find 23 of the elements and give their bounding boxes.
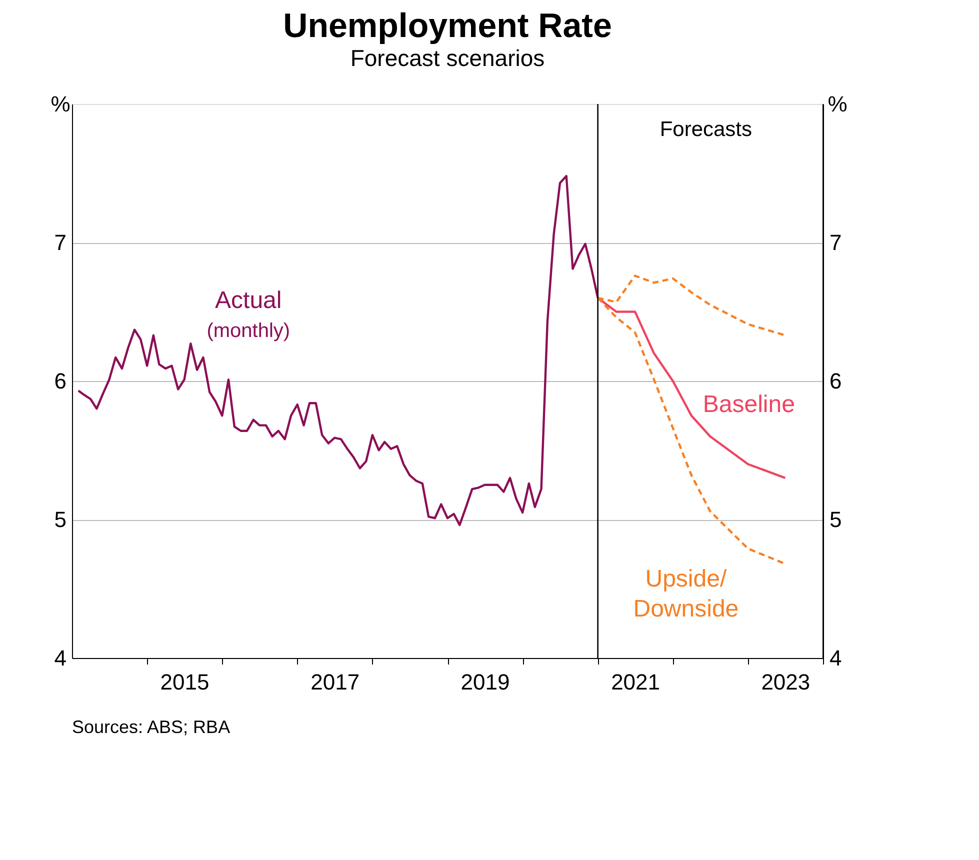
y2-tick-label: 7	[830, 230, 842, 255]
x-tick-label: 2019	[460, 670, 510, 694]
y2-axis-title: %	[828, 92, 848, 116]
chart-subtitle: Forecast scenarios	[350, 45, 545, 71]
x-tick-label: 2017	[310, 670, 360, 694]
y-axis-title: %	[50, 92, 70, 116]
x-tick-label: 2023	[761, 670, 810, 694]
y2-tick-label: 6	[830, 368, 842, 394]
y-tick-label: 4	[54, 646, 66, 670]
text: Upside/ Downside	[633, 566, 739, 623]
annotation: (monthly)	[206, 320, 290, 342]
series-label: Actual	[215, 286, 282, 314]
series-label: Baseline	[702, 391, 795, 418]
chart-title: Unemployment Rate	[283, 7, 612, 45]
source-note: Sources: ABS; RBA	[72, 717, 230, 737]
y-tick-label: 6	[54, 368, 66, 394]
x-tick-label: 2015	[160, 670, 210, 694]
ref-line-label: Forecasts	[660, 118, 752, 141]
y2-tick-label: 5	[830, 507, 842, 532]
x-tick-label: 2021	[611, 670, 660, 694]
y-tick-label: 7	[54, 230, 66, 255]
y2-tick-label: 4	[830, 646, 842, 670]
y-tick-label: 5	[54, 507, 66, 532]
